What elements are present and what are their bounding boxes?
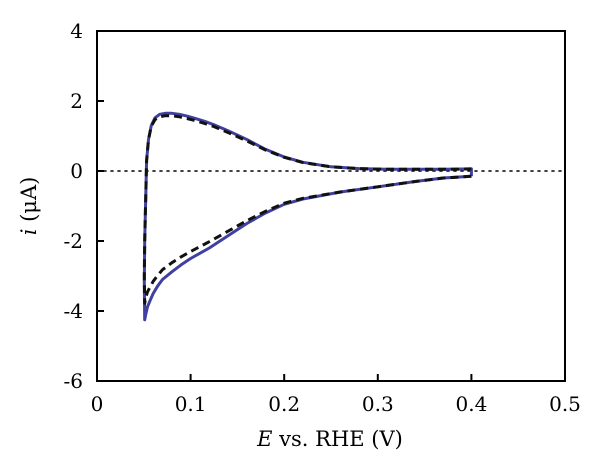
y-tick-label: 2 (70, 89, 83, 113)
x-axis-unit-text: vs. RHE (V) (272, 427, 402, 451)
axis-ticks: 0 0.1 0.2 0.3 0.4 0.5 -6 -4 -2 0 2 4 (64, 19, 581, 416)
y-tick-label: -6 (64, 369, 83, 393)
x-tick-label: 0.1 (175, 392, 207, 416)
x-tick-label: 0.2 (268, 392, 300, 416)
y-axis-title: i (μA) (17, 177, 41, 236)
y-tick-label: 0 (70, 159, 83, 183)
x-tick-label: 0.4 (455, 392, 487, 416)
x-tick-label: 0.5 (549, 392, 581, 416)
x-tick-label: 0.3 (362, 392, 394, 416)
y-tick-label: -2 (64, 229, 83, 253)
y-tick-label: 4 (70, 19, 83, 43)
dashed-series-line (142, 114, 472, 305)
plot-frame (96, 30, 566, 382)
x-tick-label: 0 (91, 392, 104, 416)
axes-frame (96, 30, 566, 382)
y-axis-variable: i (17, 229, 41, 236)
y-tick-label: -4 (64, 299, 83, 323)
solid-series-line (142, 111, 473, 322)
plot-area (96, 111, 566, 322)
x-axis-title: E vs. RHE (V) (256, 427, 403, 451)
y-axis-unit-text: (μA) (17, 177, 41, 229)
x-axis-variable: E (256, 427, 272, 451)
